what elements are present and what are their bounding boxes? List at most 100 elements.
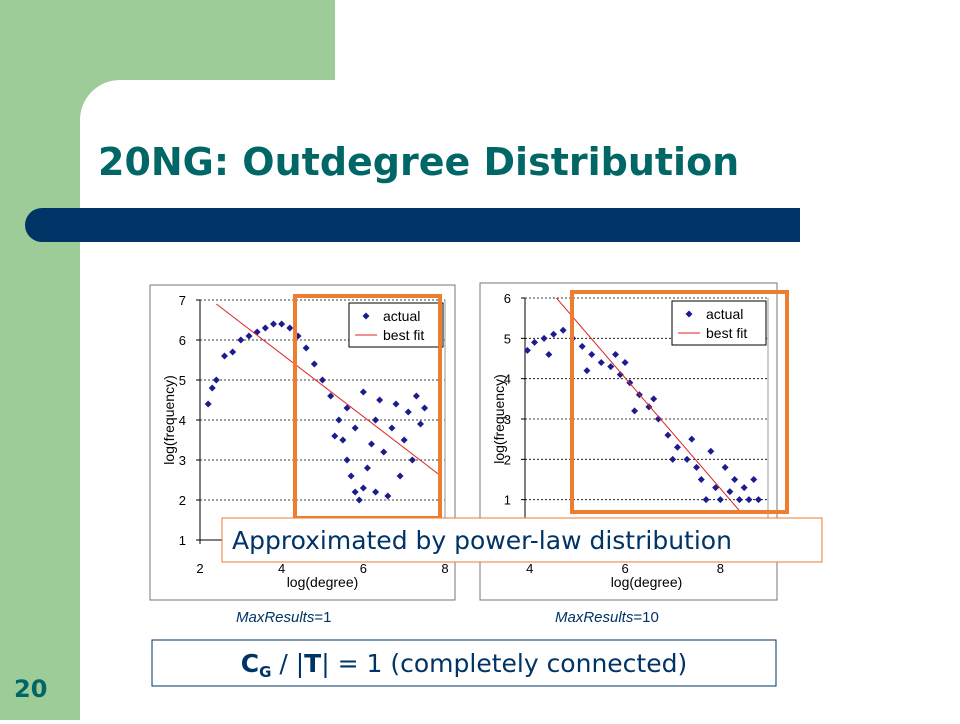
point — [368, 440, 375, 448]
point — [245, 332, 253, 340]
y-tick-label: 2 — [504, 452, 511, 467]
point — [412, 392, 420, 400]
y-tick-label: 4 — [504, 372, 511, 387]
title-rule — [25, 208, 800, 242]
y-tick-label: 1 — [179, 533, 186, 548]
callout-box — [221, 517, 823, 563]
point — [583, 367, 591, 375]
point — [339, 436, 347, 444]
point — [384, 492, 392, 500]
point — [525, 346, 531, 354]
point — [351, 424, 359, 432]
point — [597, 359, 605, 367]
point — [372, 488, 380, 496]
point — [702, 496, 710, 504]
point — [270, 320, 277, 328]
x-tick-label: 4 — [278, 561, 285, 576]
point — [654, 415, 662, 423]
point — [229, 348, 237, 356]
point — [302, 344, 310, 352]
formula-text: / | — [271, 649, 304, 678]
legend-label: best fit — [706, 325, 747, 341]
x-tick-label: 6 — [621, 561, 628, 576]
point — [726, 488, 734, 496]
x-tick-label: 6 — [360, 561, 367, 576]
point — [745, 496, 753, 504]
point — [359, 388, 367, 396]
x-tick-label: 8 — [441, 561, 448, 576]
point — [688, 435, 696, 443]
caption: MaxResults=1 — [236, 609, 331, 626]
y-tick-label: 3 — [179, 453, 186, 468]
point — [335, 416, 343, 424]
side-band — [0, 0, 80, 720]
point — [204, 400, 212, 408]
point — [408, 456, 416, 464]
caption: MaxResults=10 — [555, 609, 659, 626]
point — [359, 484, 367, 492]
top-band — [80, 0, 335, 80]
point — [388, 424, 396, 432]
x-axis-label: log(degree) — [287, 574, 359, 590]
point — [721, 463, 729, 471]
point — [421, 404, 429, 412]
fit-line — [555, 298, 741, 513]
point — [683, 455, 691, 463]
plot-marks — [204, 303, 442, 504]
y-tick-label: 7 — [179, 293, 186, 308]
point — [355, 496, 363, 504]
point — [550, 330, 558, 338]
point — [612, 350, 620, 358]
callout: Approximated by power-law distribution — [232, 526, 732, 555]
formula: CG / |T| = 1 (completely connected) — [241, 649, 687, 681]
y-axis-label: log(frequency) — [491, 374, 507, 464]
point — [343, 404, 351, 412]
corner — [80, 80, 120, 120]
point — [396, 472, 404, 480]
point — [669, 455, 677, 463]
point — [372, 416, 380, 424]
point — [645, 403, 653, 411]
page-number: 20 — [14, 675, 47, 703]
caption-rest: =1 — [314, 609, 331, 626]
fit-line — [216, 303, 442, 477]
point — [750, 476, 758, 483]
point — [286, 324, 294, 332]
point — [731, 476, 739, 483]
point — [208, 384, 216, 392]
point — [363, 464, 371, 472]
caption-italic: MaxResults — [555, 609, 634, 626]
point — [278, 320, 286, 328]
point — [621, 359, 629, 367]
formula-c: C — [241, 649, 259, 678]
point — [540, 334, 548, 342]
point — [347, 472, 355, 480]
point — [712, 484, 720, 492]
point — [716, 496, 724, 504]
y-tick-label: 4 — [179, 413, 186, 428]
legend-box — [348, 302, 444, 348]
point — [392, 400, 400, 408]
point — [588, 350, 596, 358]
point — [331, 432, 339, 440]
y-axis-label: log(frequency) — [161, 375, 177, 465]
title: 20NG: Outdegree Distribution — [98, 140, 739, 184]
legend-label: actual — [706, 306, 743, 322]
x-tick-label: 8 — [717, 561, 724, 576]
point — [380, 448, 388, 456]
point — [319, 376, 326, 384]
point — [310, 360, 318, 368]
point — [237, 336, 245, 344]
highlight-box — [570, 290, 789, 514]
formula-sub: G — [259, 663, 271, 681]
y-tick-label: 5 — [179, 373, 186, 388]
point — [707, 447, 715, 455]
y-tick-label: 1 — [504, 493, 511, 508]
formula-box — [151, 639, 777, 687]
point — [578, 342, 586, 350]
point — [693, 463, 701, 471]
legend-swatch — [685, 310, 693, 318]
point — [417, 420, 424, 428]
point — [351, 488, 359, 496]
